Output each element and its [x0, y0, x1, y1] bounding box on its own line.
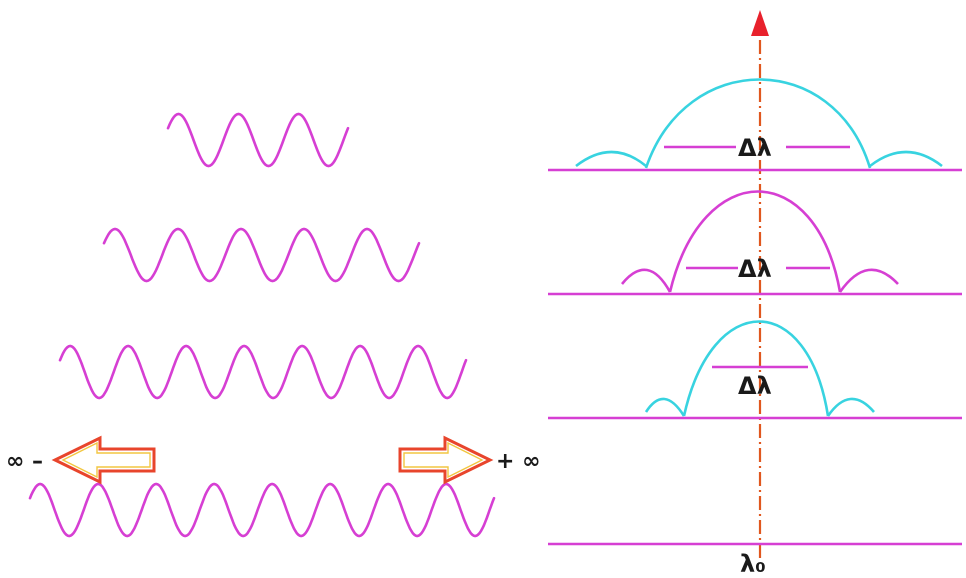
- spectrum-2: Δλ: [548, 190, 962, 296]
- spectrum-3-left-sidelobe: [644, 397, 686, 417]
- spectrum-1-main-lobe: [644, 78, 872, 169]
- right-infinity-arrow: [398, 435, 494, 485]
- plus-infinity-label: + ∞: [496, 449, 540, 474]
- spectrum-1-delta-lambda-label: Δλ: [738, 134, 772, 162]
- wave-train-2: [102, 227, 421, 283]
- spectrum-1-left-sidelobe: [575, 150, 647, 168]
- wave-train-3: [58, 344, 468, 400]
- spectrum-3-main-lobe: [682, 320, 830, 417]
- spectrum-3-delta-lambda-label: Δλ: [738, 372, 772, 400]
- spectrum-1-right-sidelobe: [869, 150, 943, 168]
- left-infinity-arrow: [51, 435, 156, 485]
- spectrum-2-main-lobe: [668, 190, 842, 293]
- spectrum-2-delta-lambda-label: Δλ: [738, 255, 772, 283]
- spectrum-3: Δλ: [548, 320, 962, 420]
- spectrum-3-right-sidelobe: [826, 397, 875, 417]
- spectrum-1: Δλ: [548, 78, 962, 172]
- spectrum-2-left-sidelobe: [620, 268, 672, 293]
- centre-line-arrowhead: [751, 10, 769, 36]
- wave-train-1: [166, 112, 350, 168]
- wave-train-4: [28, 482, 496, 538]
- spectrum-2-right-sidelobe: [838, 268, 899, 293]
- minus-infinity-label: ∞ –: [6, 449, 43, 474]
- spectrum-4: λ₀: [548, 542, 962, 578]
- lambda-zero-label: λ₀: [740, 550, 766, 578]
